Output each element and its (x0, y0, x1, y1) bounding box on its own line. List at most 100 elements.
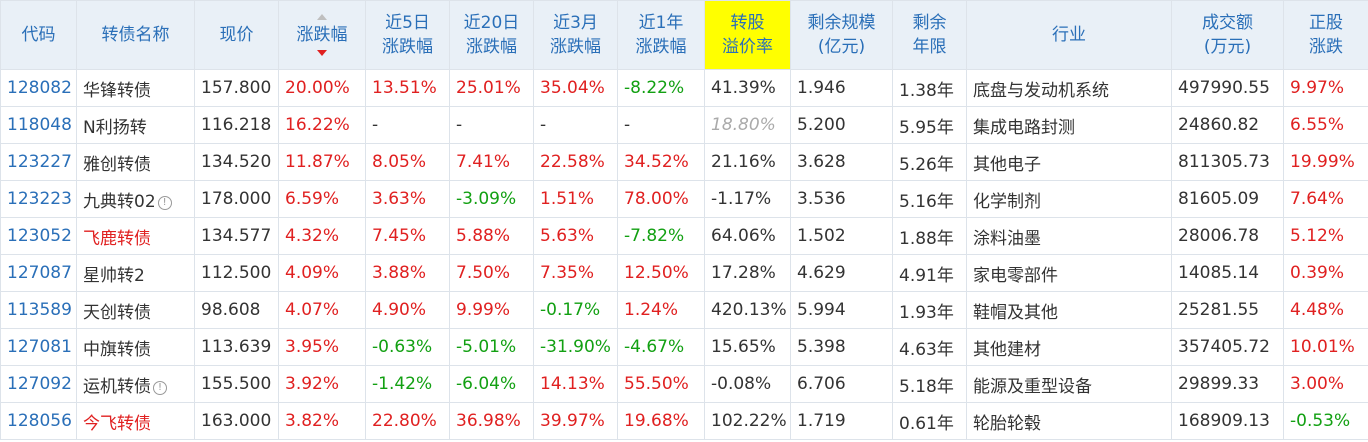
column-header-name[interactable]: 转债名称 (76, 0, 195, 70)
column-header-remain-scale[interactable]: 剩余规模 (亿元) (790, 0, 893, 70)
column-header-change[interactable]: 涨跌幅 (278, 0, 366, 70)
cell-price: 116.218 (194, 106, 279, 144)
cell-name[interactable]: 飞鹿转债 (76, 217, 195, 255)
info-icon[interactable]: ! (157, 195, 172, 210)
cell-code[interactable]: 123223 (0, 180, 77, 218)
cell-remain-years: 4.91年 (892, 254, 967, 292)
cell-change: 4.07% (278, 291, 366, 329)
cell-code[interactable]: 127092 (0, 365, 77, 403)
cell-industry: 鞋帽及其他 (966, 291, 1172, 329)
cell-stock-change: 0.39% (1283, 254, 1368, 292)
table-row[interactable]: 127092 运机转债! 155.500 3.92% -1.42% -6.04% 14.13… (0, 365, 1368, 403)
header-label-line1: 近20日 (463, 13, 520, 33)
cell-d20: -5.01% (449, 328, 534, 366)
cell-name[interactable]: 中旗转债 (76, 328, 195, 366)
column-header-price[interactable]: 现价 (194, 0, 279, 70)
cell-d5: 13.51% (365, 69, 450, 107)
header-label-line1: 行业 (1052, 25, 1086, 45)
cell-m3: 14.13% (533, 365, 618, 403)
cell-code[interactable]: 118048 (0, 106, 77, 144)
column-header-m3[interactable]: 近3月涨跌幅 (533, 0, 618, 70)
cell-remain-years: 5.26年 (892, 143, 967, 181)
cell-turnover: 811305.73 (1171, 143, 1284, 181)
column-header-code[interactable]: 代码 (0, 0, 77, 70)
header-label: 涨跌幅 (297, 14, 348, 56)
cell-name[interactable]: 星帅转2 (76, 254, 195, 292)
cell-turnover: 357405.72 (1171, 328, 1284, 366)
cell-code[interactable]: 128056 (0, 402, 77, 440)
table-row[interactable]: 128056 今飞转债 163.000 3.82% 22.80% 36.98% 39.97%… (0, 402, 1368, 440)
column-header-d5[interactable]: 近5日 涨跌幅 (365, 0, 450, 70)
cell-stock-change: 5.12% (1283, 217, 1368, 255)
header-row: 代码 转债名称 现价 涨跌幅 近5日 涨跌幅 近20日 涨跌幅 近3月 涨跌幅 近1年 涨跌幅 转股 溢价… (0, 0, 1368, 70)
cell-d20: 36.98% (449, 402, 534, 440)
cell-name[interactable]: 运机转债! (76, 365, 195, 403)
cell-d20: 25.01% (449, 69, 534, 107)
cell-m3: 7.35% (533, 254, 618, 292)
cell-remain-years: 1.93年 (892, 291, 967, 329)
cell-m3: 5.63% (533, 217, 618, 255)
cell-remain-scale: 1.946 (790, 69, 893, 107)
table-row[interactable]: 123223 九典转02! 178.000 6.59% 3.63% -3.09% 1.51%… (0, 180, 1368, 218)
cell-stock-change: 3.00% (1283, 365, 1368, 403)
cell-code[interactable]: 127081 (0, 328, 77, 366)
cell-change: 11.87% (278, 143, 366, 181)
table-row[interactable]: 127087 星帅转2 112.500 4.09% 3.88% 7.50% 7.35% 12.… (0, 254, 1368, 292)
cell-code[interactable]: 127087 (0, 254, 77, 292)
header-label: 剩余规模 (亿元) (808, 11, 876, 59)
header-label-line1: 代码 (21, 25, 56, 45)
cell-d20: 7.41% (449, 143, 534, 181)
cell-change: 20.00% (278, 69, 366, 107)
cell-code[interactable]: 113589 (0, 291, 77, 329)
cell-name[interactable]: 天创转债 (76, 291, 195, 329)
column-header-d20[interactable]: 近20日 涨跌幅 (449, 0, 534, 70)
column-header-y1[interactable]: 近1年 涨跌幅 (617, 0, 705, 70)
column-header-industry[interactable]: 行业 (966, 0, 1172, 70)
cell-premium: 17.28% (704, 254, 791, 292)
table-row[interactable]: 113589 天创转债 98.608 4.07% 4.90% 9.99% -0.17% 1.2… (0, 291, 1368, 329)
cell-d5: 4.90% (365, 291, 450, 329)
table-row[interactable]: 123052 飞鹿转债 134.577 4.32% 7.45% 5.88% 5.63% -7.… (0, 217, 1368, 255)
cell-stock-change: 7.64% (1283, 180, 1368, 218)
cell-remain-years: 5.18年 (892, 365, 967, 403)
column-header-turnover[interactable]: 成交额 (万元) (1171, 0, 1284, 70)
cell-code[interactable]: 123052 (0, 217, 77, 255)
cell-premium: 21.16% (704, 143, 791, 181)
cell-turnover: 497990.55 (1171, 69, 1284, 107)
cell-m3: 35.04% (533, 69, 618, 107)
header-label-line2: 涨跌幅 (550, 37, 601, 57)
cell-change: 3.82% (278, 402, 366, 440)
cell-premium: -0.08% (704, 365, 791, 403)
header-label-line1: 正股 (1309, 13, 1343, 33)
header-label: 正股 涨跌 (1309, 11, 1343, 59)
cell-code[interactable]: 123227 (0, 143, 77, 181)
info-icon[interactable]: ! (153, 380, 167, 395)
column-header-stock-change[interactable]: 正股 涨跌 (1283, 0, 1368, 70)
header-label-line1: 近3月 (553, 13, 598, 33)
cell-premium: 102.22% (704, 402, 791, 440)
cell-name[interactable]: 雅创转债 (76, 143, 195, 181)
cell-m3: -31.90% (533, 328, 618, 366)
column-header-remain-years[interactable]: 剩余 年限 (892, 0, 967, 70)
header-label: 成交额 (万元) (1202, 11, 1253, 59)
cell-d20: 7.50% (449, 254, 534, 292)
header-label: 转债名称 (102, 23, 170, 47)
table-row[interactable]: 118048 N利扬转 116.218 16.22% - - - -18.80% 5.200 5.… (0, 106, 1368, 144)
cell-m3: 22.58% (533, 143, 618, 181)
cell-d20: -6.04% (449, 365, 534, 403)
cell-d20: - (449, 106, 534, 144)
sort-ascending-icon[interactable] (317, 14, 327, 20)
table-row[interactable]: 127081 中旗转债 113.639 3.95% -0.63% -5.01% -31.90… (0, 328, 1368, 366)
cell-name[interactable]: N利扬转 (76, 106, 195, 144)
cell-name[interactable]: 今飞转债 (76, 402, 195, 440)
column-header-premium[interactable]: 转股 溢价率 (704, 0, 791, 70)
cell-industry: 底盘与发动机系统 (966, 69, 1172, 107)
table-row[interactable]: 128082 华锋转债 157.800 20.00% 13.51% 25.01% 35.04… (0, 69, 1368, 107)
sort-descending-icon[interactable] (317, 50, 327, 56)
cell-code[interactable]: 128082 (0, 69, 77, 107)
cell-name[interactable]: 华锋转债 (76, 69, 195, 107)
cell-price: 112.500 (194, 254, 279, 292)
cell-name[interactable]: 九典转02! (76, 180, 195, 218)
table-row[interactable]: 123227 雅创转债 134.520 11.87% 8.05% 7.41% 22.58% 3… (0, 143, 1368, 181)
cell-price: 113.639 (194, 328, 279, 366)
